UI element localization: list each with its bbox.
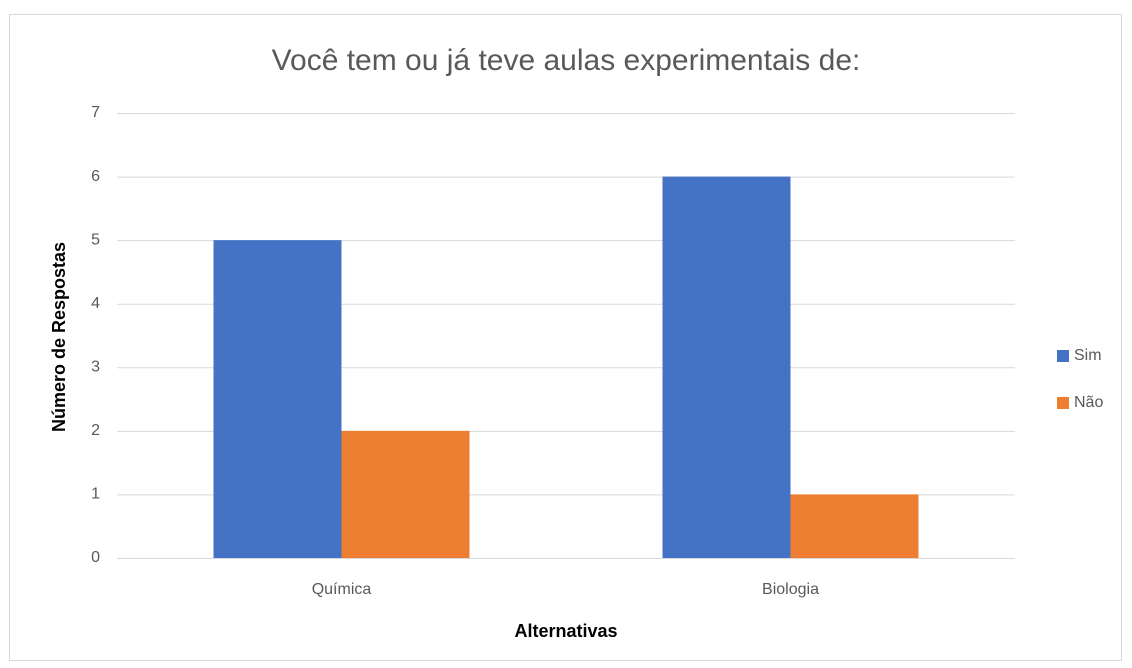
x-tick-label: Biologia [762,581,819,598]
y-axis-title: Número de Respostas [49,242,69,432]
y-tick-label: 3 [91,359,100,376]
x-tick-label: Química [312,581,372,598]
bar [662,176,791,559]
y-tick-label: 1 [91,486,100,503]
bar [213,240,342,558]
legend-label: Sim [1074,347,1102,364]
y-tick-label: 6 [91,168,100,185]
x-axis-title: Alternativas [514,621,617,641]
y-tick-label: 7 [91,104,100,121]
legend-swatch [1057,397,1069,409]
y-tick-label: 2 [91,422,100,439]
legend-label: Não [1074,394,1103,411]
bar [341,430,470,558]
legend-swatch [1057,350,1069,362]
y-tick-label: 4 [91,295,100,312]
y-tick-label: 5 [91,231,100,248]
chart-frame [9,14,1122,661]
bar [790,494,919,558]
y-tick-label: 0 [91,549,100,566]
chart-title: Você tem ou já teve aulas experimentais … [272,44,861,77]
